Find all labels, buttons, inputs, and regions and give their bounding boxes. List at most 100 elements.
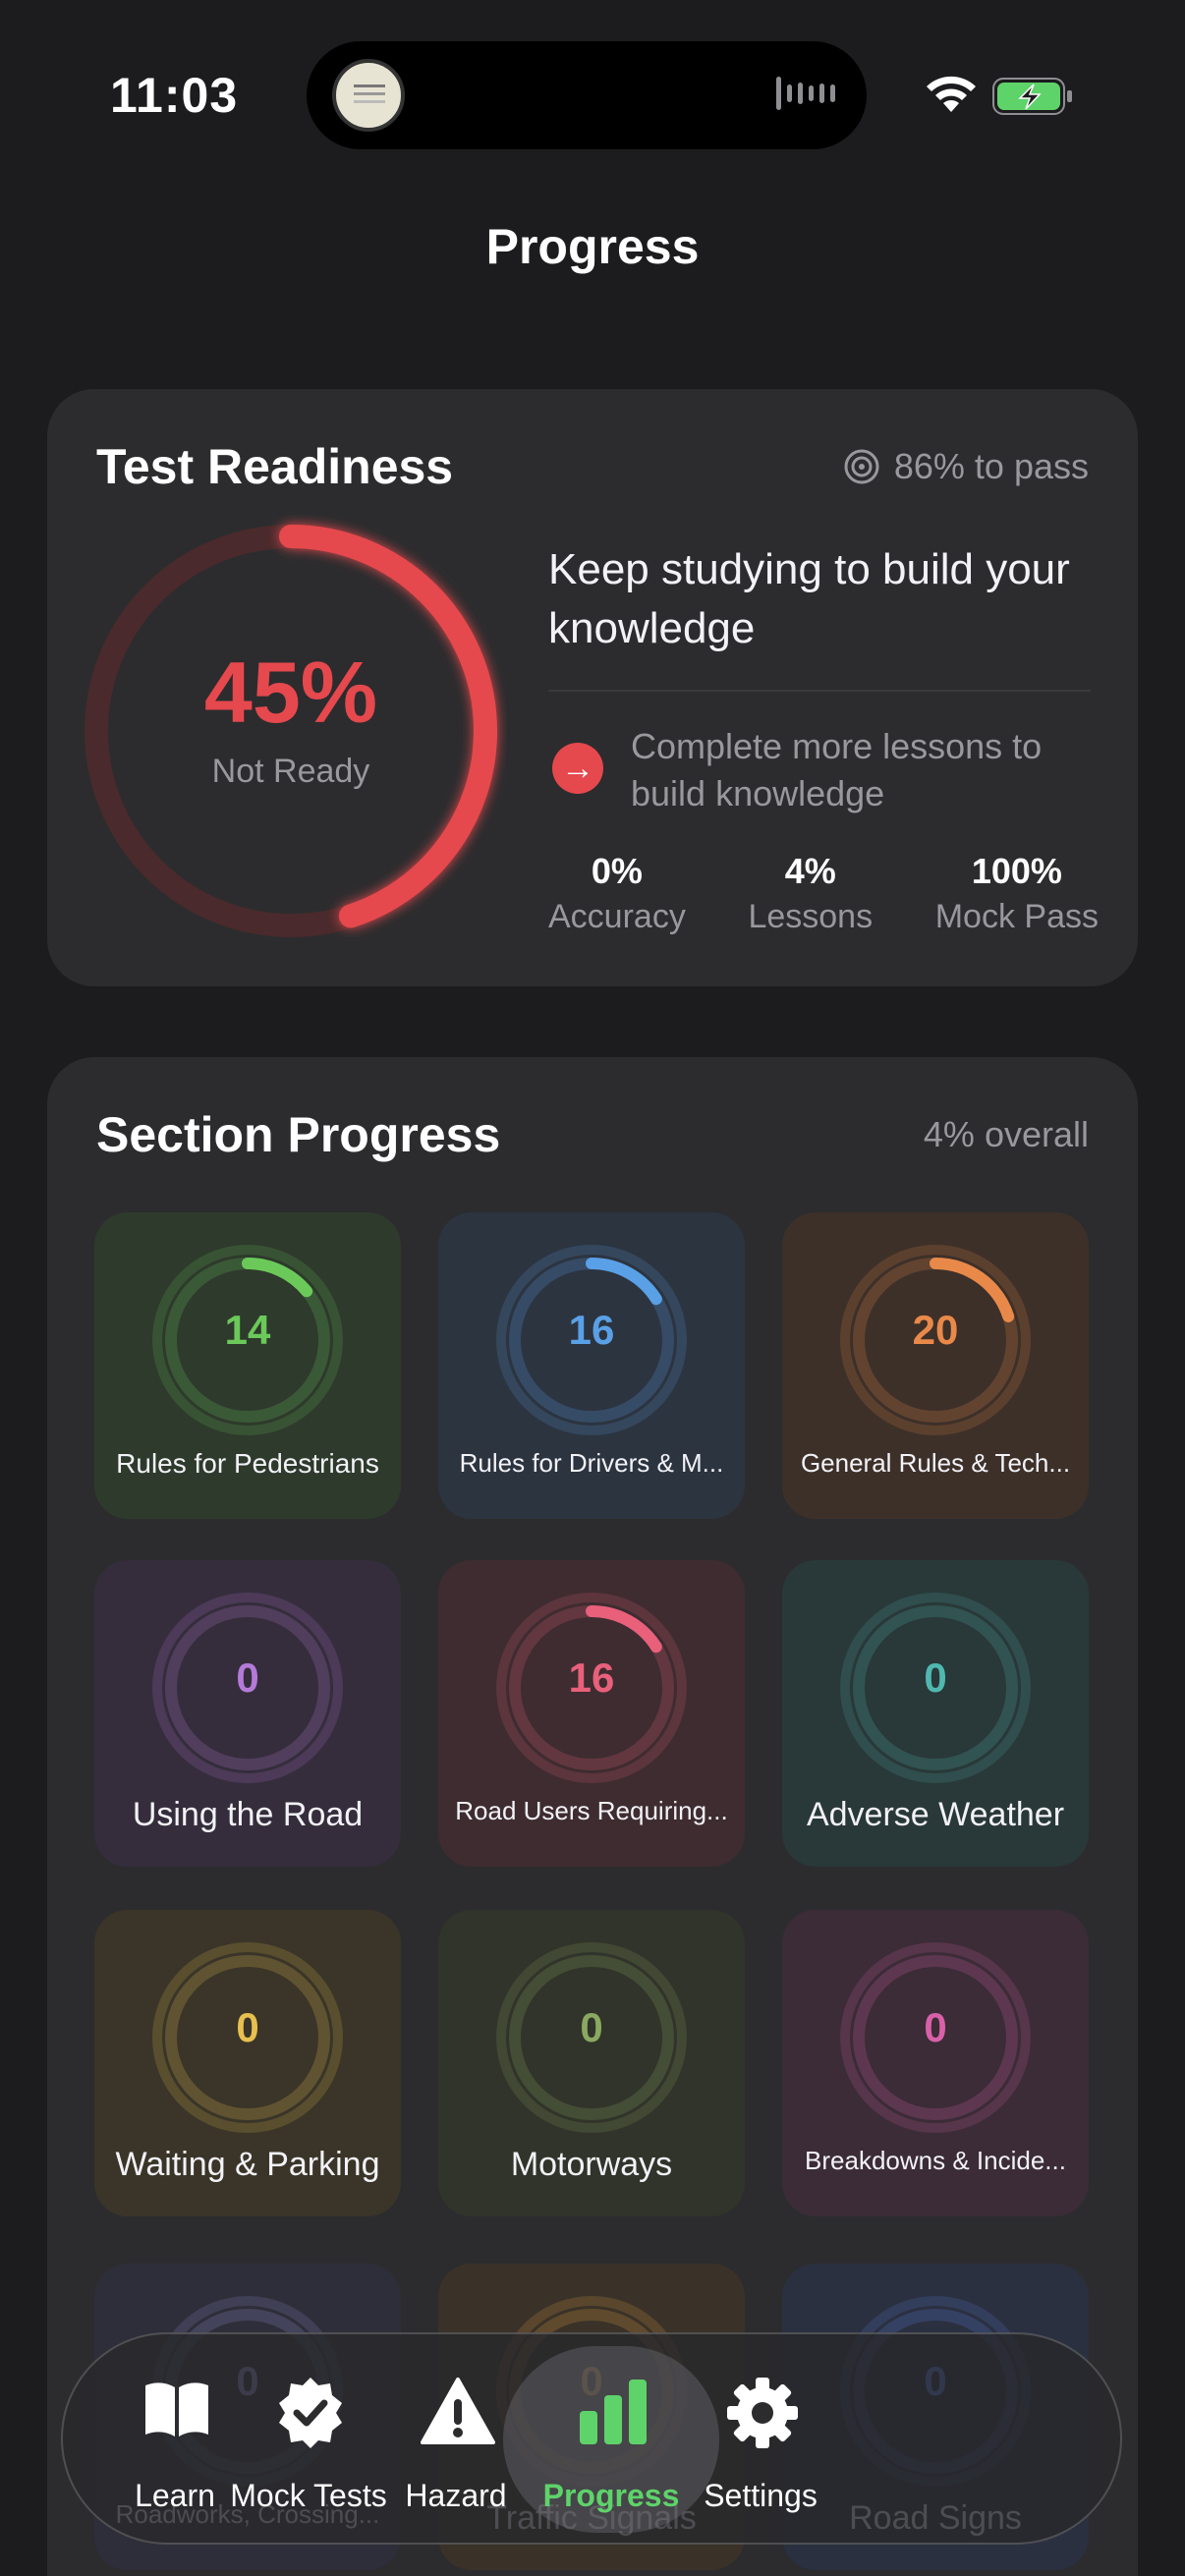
section-label: Using the Road: [132, 1796, 364, 1833]
test-readiness-card: Test Readiness 86% to pass 45% Not Ready…: [47, 389, 1138, 986]
page-title: Progress: [485, 219, 700, 274]
stat-label: Lessons: [748, 898, 874, 935]
tab-label: Hazard: [405, 2478, 507, 2513]
stat-label: Accuracy: [548, 898, 686, 935]
section-ring: [152, 1593, 343, 1783]
section-count: 14: [224, 1307, 271, 1353]
section-ring-halo: [496, 1942, 687, 2133]
section-ring: [496, 1942, 687, 2133]
section-ring-track: [853, 1955, 1018, 2120]
section-count: 16: [568, 1307, 615, 1353]
tab-label: Mock Tests: [230, 2478, 387, 2513]
arrow-right-circle-icon: →: [552, 743, 603, 794]
section-ring-fill: [165, 1258, 330, 1423]
section-ring-halo: [152, 1245, 343, 1435]
pass-target: 86% to pass: [843, 446, 1089, 487]
stat-accuracy: 0% Accuracy: [548, 851, 686, 936]
section-progress-card: Section Progress 4% overall 14 Rules for …: [47, 1057, 1138, 2576]
tab-settings[interactable]: Settings: [652, 2346, 869, 2533]
stat-value: 0%: [591, 851, 643, 891]
section-count: 0: [924, 2004, 947, 2050]
section-label: Adverse Weather: [806, 1796, 1065, 1833]
section-tile[interactable]: 0 Adverse Weather: [782, 1560, 1089, 1867]
tab-mock-tests[interactable]: Mock Tests: [200, 2346, 417, 2533]
pass-target-label: 86% to pass: [893, 446, 1089, 486]
tab-progress[interactable]: Progress: [503, 2346, 719, 2533]
gear-icon: [727, 2378, 798, 2448]
section-ring-fill: [509, 1258, 674, 1423]
section-ring: [152, 1942, 343, 2133]
readiness-stats: 0% Accuracy 4% Lessons 100% Mock Pass: [548, 851, 1099, 936]
section-count: 0: [236, 1654, 259, 1701]
section-tile[interactable]: 0 Waiting & Parking: [94, 1910, 401, 2216]
section-tile[interactable]: 0 Breakdowns & Incide...: [782, 1910, 1089, 2216]
section-ring: [152, 1245, 343, 1435]
section-ring-halo: [152, 1942, 343, 2133]
section-tile[interactable]: 0 Using the Road: [94, 1560, 401, 1867]
section-tile[interactable]: 20 General Rules & Tech...: [782, 1212, 1089, 1519]
section-ring-track: [165, 1955, 330, 2120]
section-label: Breakdowns & Incide...: [805, 2146, 1066, 2175]
warning-icon: [421, 2378, 495, 2444]
section-ring: [496, 1245, 687, 1435]
stat-value: 100%: [971, 851, 1062, 891]
section-ring-halo: [496, 1245, 687, 1435]
section-tile[interactable]: 14 Rules for Pedestrians: [94, 1212, 401, 1519]
tab-bar: Learn Mock Tests Hazard Progress Settings: [61, 2332, 1122, 2545]
battery-charging-icon: [992, 78, 1072, 115]
target-icon: [844, 449, 879, 484]
status-time: 11:03: [110, 68, 239, 123]
section-label: Road Users Requiring...: [455, 1796, 728, 1825]
section-overall: 4% overall: [923, 1114, 1089, 1154]
divider: [548, 690, 1091, 692]
section-count: 20: [912, 1307, 959, 1353]
status-bar: 11:03: [0, 0, 1185, 157]
tab-label: Learn: [135, 2478, 215, 2513]
readiness-title: Test Readiness: [96, 439, 454, 494]
stat-lessons: 4% Lessons: [748, 851, 873, 936]
section-label: Rules for Pedestrians: [116, 1448, 379, 1479]
section-ring: [840, 1245, 1031, 1435]
section-tile[interactable]: 16 Road Users Requiring...: [438, 1560, 745, 1867]
section-tile[interactable]: 16 Rules for Drivers & M...: [438, 1212, 745, 1519]
section-ring-halo: [152, 1593, 343, 1783]
tab-hazard[interactable]: Hazard: [348, 2346, 564, 2533]
readiness-status: Not Ready: [211, 753, 370, 790]
chart-bars-icon: [580, 2380, 647, 2444]
section-count: 0: [236, 2004, 259, 2050]
section-ring-halo: [840, 1245, 1031, 1435]
section-label: Motorways: [510, 2146, 673, 2183]
readiness-ring: 45% Not Ready: [75, 515, 507, 947]
section-ring-track: [853, 1605, 1018, 1770]
section-label: Rules for Drivers & M...: [459, 1448, 724, 1478]
section-ring-halo: [840, 1593, 1031, 1783]
section-ring: [840, 1942, 1031, 2133]
section-count: 0: [924, 1654, 947, 1701]
section-progress-title: Section Progress: [96, 1107, 501, 1162]
readiness-percent: 45%: [203, 644, 378, 741]
section-ring-halo: [840, 1942, 1031, 2133]
tab-label: Progress: [542, 2478, 680, 2513]
section-ring: [496, 1593, 687, 1783]
checkmark-seal-icon: [279, 2378, 342, 2448]
section-count: 0: [580, 2004, 603, 2050]
section-ring-fill: [853, 1258, 1018, 1423]
section-label: General Rules & Tech...: [800, 1448, 1071, 1478]
section-ring-track: [509, 1955, 674, 2120]
tab-learn[interactable]: Learn: [67, 2346, 283, 2533]
dynamic-island[interactable]: [307, 41, 867, 149]
stat-mock-pass: 100% Mock Pass: [935, 851, 1099, 936]
now-playing-artwork: [332, 59, 405, 132]
section-count: 16: [568, 1654, 615, 1701]
stat-label: Mock Pass: [934, 898, 1099, 935]
wifi-icon: [927, 76, 976, 112]
section-tile[interactable]: 0 Motorways: [438, 1910, 745, 2216]
readiness-message: Keep studying to build your knowledge: [548, 545, 1070, 652]
readiness-ring-fill: [85, 525, 497, 937]
readiness-tip: Complete more lessons to build knowledge: [631, 726, 1043, 813]
audio-waveform-icon: [776, 77, 835, 110]
tab-label: Settings: [704, 2478, 818, 2513]
book-icon: [145, 2382, 208, 2436]
stat-value: 4%: [784, 851, 836, 891]
section-label: Waiting & Parking: [115, 2146, 380, 2183]
